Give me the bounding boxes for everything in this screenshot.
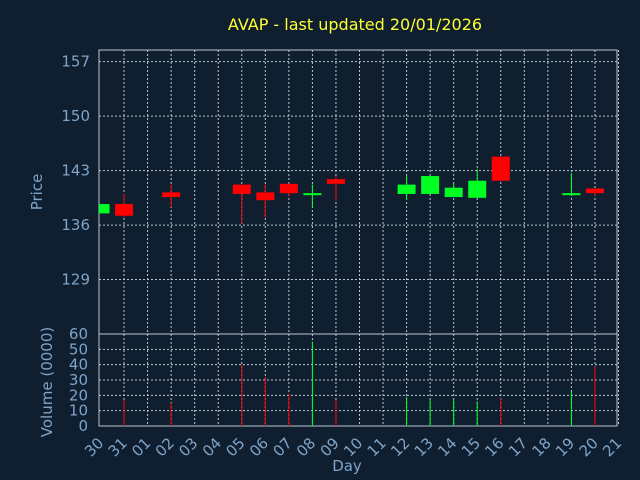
candle-body xyxy=(256,192,275,201)
candle-body xyxy=(421,176,440,194)
candle-body xyxy=(491,156,510,181)
candle-body xyxy=(162,192,181,198)
x-axis-label: Day xyxy=(332,457,362,475)
candle-body xyxy=(232,184,251,194)
x-tick-label: 30 xyxy=(81,434,107,460)
price-panel-frame xyxy=(98,49,618,335)
x-tick-label: 20 xyxy=(576,434,602,460)
volume-tick-label: 40 xyxy=(69,356,88,374)
x-tick-label: 21 xyxy=(599,434,625,460)
volume-tick-label: 60 xyxy=(69,325,88,343)
x-tick-label: 07 xyxy=(269,434,295,460)
x-tick-label: 04 xyxy=(199,434,225,460)
candle-body xyxy=(115,204,134,216)
volume-tick-label: 50 xyxy=(69,340,88,358)
candle-body xyxy=(562,193,581,196)
candle-body xyxy=(326,179,345,184)
candle-body xyxy=(303,193,322,196)
candle-body xyxy=(397,184,416,194)
candle-body xyxy=(99,204,110,214)
x-tick-label: 05 xyxy=(222,434,248,460)
price-panel: 129 136 143 150 157 xyxy=(61,49,619,335)
x-tick-label: 11 xyxy=(364,434,390,460)
volume-tick-label: 20 xyxy=(69,386,88,404)
candle-body xyxy=(279,183,298,194)
volume-tick-label: 30 xyxy=(69,371,88,389)
volume-axis-label: Volume (0000) xyxy=(38,327,56,437)
x-tick-label: 18 xyxy=(528,434,554,460)
x-tick-label: 14 xyxy=(434,434,460,460)
price-tick-label: 129 xyxy=(61,271,90,289)
price-tick-label: 150 xyxy=(61,107,90,125)
x-tick-label: 17 xyxy=(505,434,531,460)
x-tick-label: 13 xyxy=(411,434,437,460)
price-tick-label: 157 xyxy=(61,53,90,71)
price-tick-label: 136 xyxy=(61,216,90,234)
volume-tick-label: 0 xyxy=(78,417,88,435)
chart-title: AVAP - last updated 20/01/2026 xyxy=(228,15,482,34)
candle-body xyxy=(468,180,487,198)
x-tick-label: 03 xyxy=(175,434,201,460)
price-axis-label: Price xyxy=(28,174,46,211)
x-tick-label: 01 xyxy=(128,434,154,460)
x-tick-label: 15 xyxy=(458,434,484,460)
x-tick-label: 31 xyxy=(105,434,131,460)
candle-body xyxy=(444,187,463,198)
x-tick-label: 12 xyxy=(387,434,413,460)
x-tick-label: 16 xyxy=(481,434,507,460)
volume-tick-label: 10 xyxy=(69,402,88,420)
x-tick-label: 06 xyxy=(246,434,272,460)
x-tick-label: 08 xyxy=(293,434,319,460)
x-tick-label: 02 xyxy=(152,434,178,460)
price-tick-label: 143 xyxy=(61,162,90,180)
x-tick-label: 19 xyxy=(552,434,578,460)
candle-body xyxy=(585,188,604,194)
